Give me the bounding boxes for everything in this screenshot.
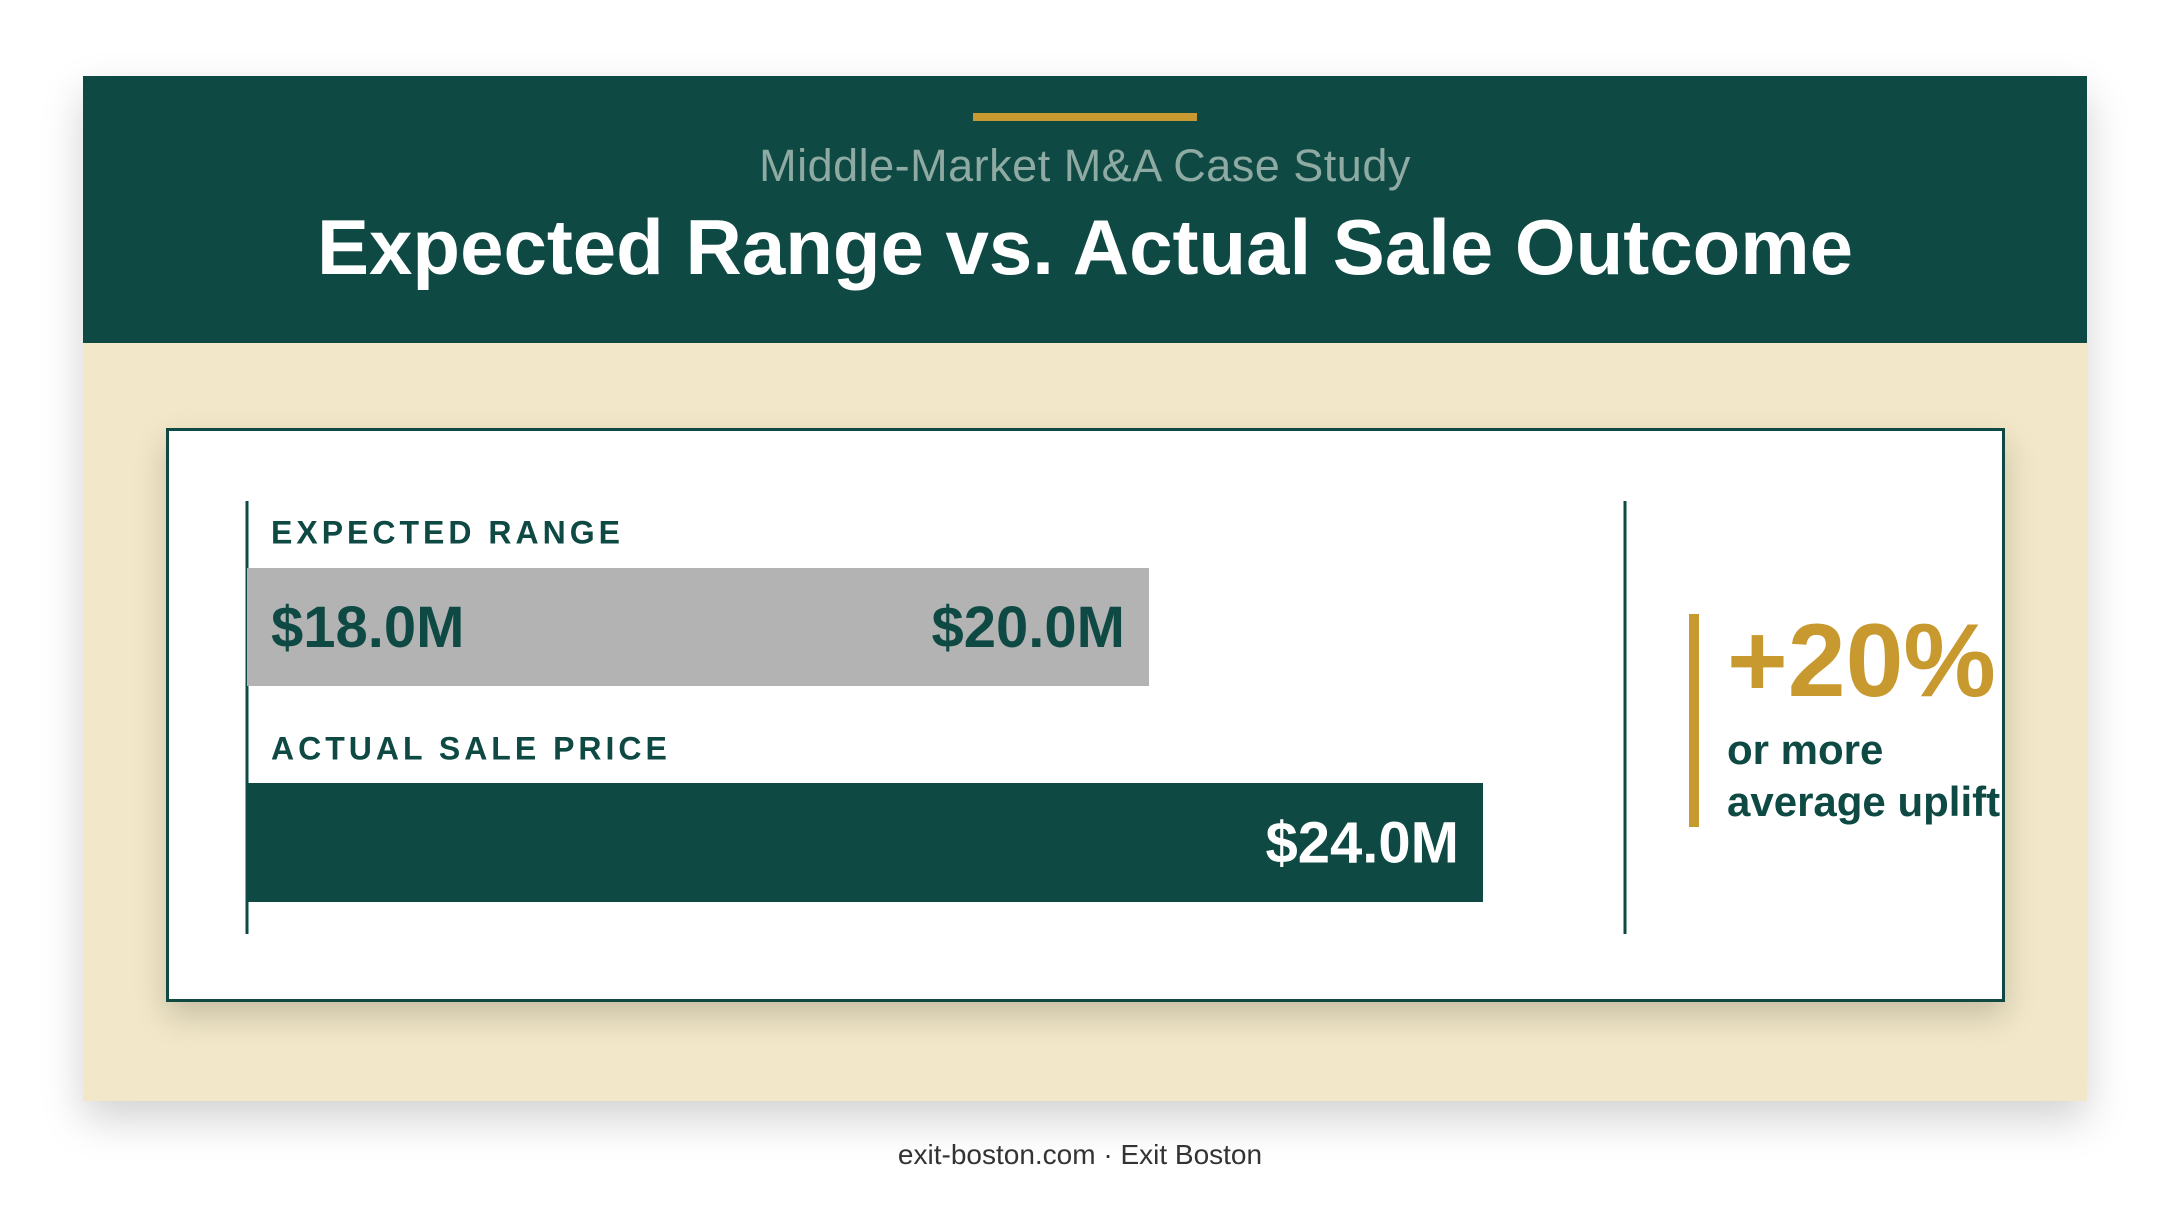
page-title: Expected Range vs. Actual Sale Outcome [317,203,1853,291]
stat-accent-bar [1689,614,1699,827]
chart-panel: EXPECTED RANGE $18.0M $20.0M ACTUAL SALE PR… [166,428,2005,1002]
bar-chart: EXPECTED RANGE $18.0M $20.0M ACTUAL SALE PR… [245,501,1627,934]
infographic-card: Middle-Market M&A Case Study Expected Ra… [83,76,2087,1101]
actual-sale-label: $24.0M [1266,811,1459,876]
footer-credit: exit-boston.com · Exit Boston [897,1139,1263,1170]
category-label: ACTUAL SALE PRICE [271,730,671,766]
accent-line [973,113,1197,121]
header-banner: Middle-Market M&A Case Study Expected Ra… [83,76,2087,343]
range-high-label: $20.0M [932,595,1125,660]
stat-value: +20% [1727,603,1996,719]
range-low-label: $18.0M [271,595,464,660]
category-label: EXPECTED RANGE [271,514,624,550]
expected-range-bar [247,568,1149,686]
stat-caption: or more average uplift [1727,726,2001,825]
subtitle: Middle-Market M&A Case Study [759,140,1411,191]
actual-sale-bar [247,783,1483,902]
